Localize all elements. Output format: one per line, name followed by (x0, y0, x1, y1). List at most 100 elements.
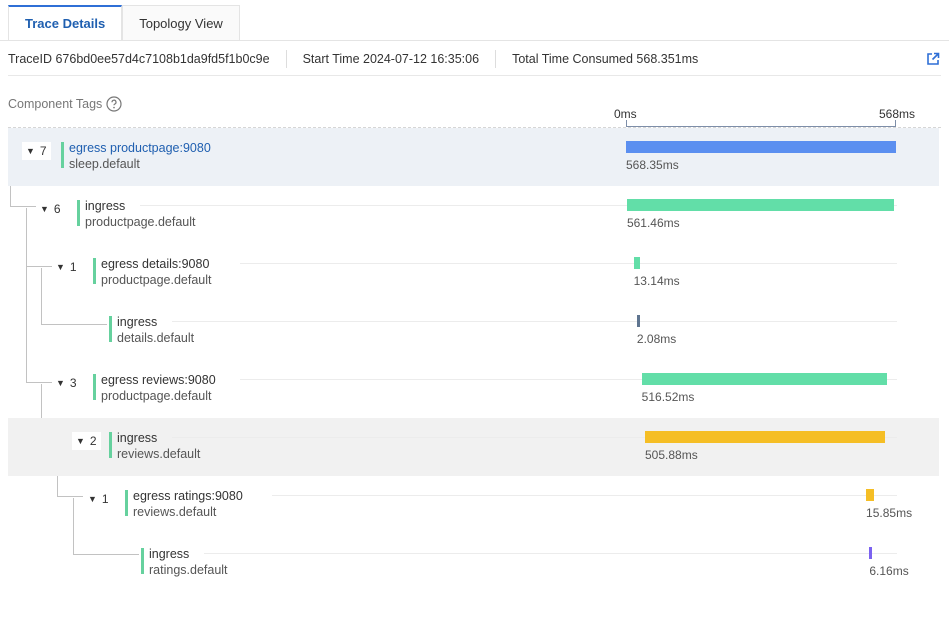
axis-tick (895, 120, 896, 126)
span-row[interactable]: ▼ 1 egress ratings:9080 reviews.default 15.8… (8, 476, 939, 534)
span-service: productpage.default (85, 215, 196, 229)
span-toggle[interactable]: ▼ 2 (72, 432, 101, 450)
component-tags-label: Component Tags (8, 97, 103, 111)
row-guide-line (240, 263, 897, 264)
span-accent-bar (141, 548, 144, 574)
span-name[interactable]: egress productpage:9080 sleep.default (69, 140, 211, 172)
external-link-icon[interactable] (926, 52, 940, 66)
child-count: 2 (89, 434, 97, 448)
span-operation: ingress (117, 431, 158, 445)
span-accent-bar (109, 316, 112, 342)
span-row[interactable]: ingress ratings.default 6.16ms (8, 534, 939, 592)
info-divider (8, 75, 941, 76)
span-service: reviews.default (133, 505, 217, 519)
child-count: 3 (69, 376, 77, 390)
caret-down-icon: ▼ (40, 204, 49, 214)
tree-connector (73, 498, 74, 554)
caret-down-icon: ▼ (26, 146, 35, 156)
divider (285, 50, 287, 68)
tab-topology-view[interactable]: Topology View (122, 5, 240, 41)
trace-id: TraceID 676bd0ee57d4c7108b1da9fd5f1b0c9e (8, 52, 270, 66)
span-duration-bar[interactable] (866, 489, 874, 501)
span-toggle[interactable]: ▼ 7 (22, 142, 51, 160)
row-guide-line (172, 321, 897, 322)
span-row[interactable]: ▼ 2 ingress reviews.default 505.88ms (8, 418, 939, 476)
span-operation: ingress (117, 315, 158, 329)
span-service: reviews.default (117, 447, 201, 461)
span-duration-bar[interactable] (645, 431, 886, 443)
span-service: details.default (117, 331, 195, 345)
child-count: 1 (69, 260, 77, 274)
span-toggle[interactable]: ▼ 1 (88, 492, 109, 506)
span-service: ratings.default (149, 563, 228, 577)
span-duration-label: 15.85ms (866, 506, 913, 520)
caret-down-icon: ▼ (88, 494, 97, 504)
span-duration-label: 561.46ms (626, 216, 680, 230)
axis-divider (8, 127, 941, 128)
span-operation: egress details:9080 (101, 257, 210, 271)
span-toggle[interactable]: ▼ 1 (56, 260, 77, 274)
span-accent-bar (93, 374, 96, 400)
caret-down-icon: ▼ (76, 436, 85, 446)
tree-connector (10, 206, 36, 207)
span-name: ingress reviews.default (117, 430, 200, 462)
span-name: egress reviews:9080 productpage.default (101, 372, 216, 404)
span-operation: egress reviews:9080 (101, 373, 216, 387)
tree-connector (41, 384, 42, 440)
span-service: productpage.default (101, 273, 212, 287)
span-duration-label: 2.08ms (636, 332, 677, 346)
span-name: egress ratings:9080 reviews.default (133, 488, 243, 520)
trace-info-bar: TraceID 676bd0ee57d4c7108b1da9fd5f1b0c9e… (8, 50, 698, 68)
span-duration-label: 6.16ms (869, 564, 909, 578)
span-accent-bar (93, 258, 96, 284)
span-name: ingress details.default (117, 314, 194, 346)
span-accent-bar (77, 200, 80, 226)
caret-down-icon: ▼ (56, 262, 65, 272)
tree-connector (26, 266, 52, 267)
tab-bar: Trace Details Topology View (8, 5, 240, 41)
tree-connector (73, 554, 139, 555)
span-row[interactable]: ▼ 6 ingress productpage.default 561.46ms (8, 186, 939, 244)
tab-trace-details[interactable]: Trace Details (8, 5, 123, 41)
span-service: sleep.default (69, 157, 140, 171)
span-duration-label: 516.52ms (641, 390, 695, 404)
start-time: Start Time 2024-07-12 16:35:06 (302, 52, 480, 66)
span-operation: egress productpage:9080 (69, 141, 211, 155)
span-duration-bar[interactable] (626, 199, 894, 211)
span-row[interactable]: ▼ 1 egress details:9080 productpage.default… (8, 244, 939, 302)
span-toggle[interactable]: ▼ 6 (40, 202, 61, 216)
row-guide-line (272, 495, 897, 496)
row-guide-line (140, 205, 897, 206)
span-duration-label: 568.35ms (626, 158, 679, 172)
tree-connector (57, 496, 83, 497)
help-circle-icon[interactable] (106, 96, 122, 112)
caret-down-icon: ▼ (56, 378, 65, 388)
span-accent-bar (109, 432, 112, 458)
tabs-divider (0, 40, 949, 41)
span-duration-label: 505.88ms (645, 448, 698, 462)
span-duration-bar[interactable] (636, 315, 640, 327)
total-time: Total Time Consumed 568.351ms (512, 52, 699, 66)
span-toggle[interactable]: ▼ 3 (56, 376, 77, 390)
axis-end-label: 568ms (879, 107, 916, 121)
component-tags: Component Tags (8, 96, 122, 112)
span-row[interactable]: ingress details.default 2.08ms (8, 302, 939, 360)
span-operation: egress ratings:9080 (133, 489, 243, 503)
span-operation: ingress (149, 547, 190, 561)
span-duration-bar[interactable] (869, 547, 873, 559)
span-duration-bar[interactable] (626, 141, 897, 153)
tree-connector (26, 208, 27, 382)
span-duration-bar[interactable] (641, 373, 888, 385)
span-name: ingress productpage.default (85, 198, 196, 230)
axis-tick (626, 120, 627, 126)
child-count: 6 (53, 202, 61, 216)
span-name: egress details:9080 productpage.default (101, 256, 212, 288)
divider (495, 50, 497, 68)
row-guide-line (240, 379, 897, 380)
span-duration-bar[interactable] (633, 257, 640, 269)
span-row[interactable]: ▼ 3 egress reviews:9080 productpage.default… (8, 360, 939, 418)
tree-connector (41, 268, 42, 324)
row-guide-line (204, 553, 897, 554)
span-row[interactable]: ▼ 7 egress productpage:9080 sleep.default 56… (8, 128, 939, 186)
axis-start-label: 0ms (614, 107, 637, 121)
